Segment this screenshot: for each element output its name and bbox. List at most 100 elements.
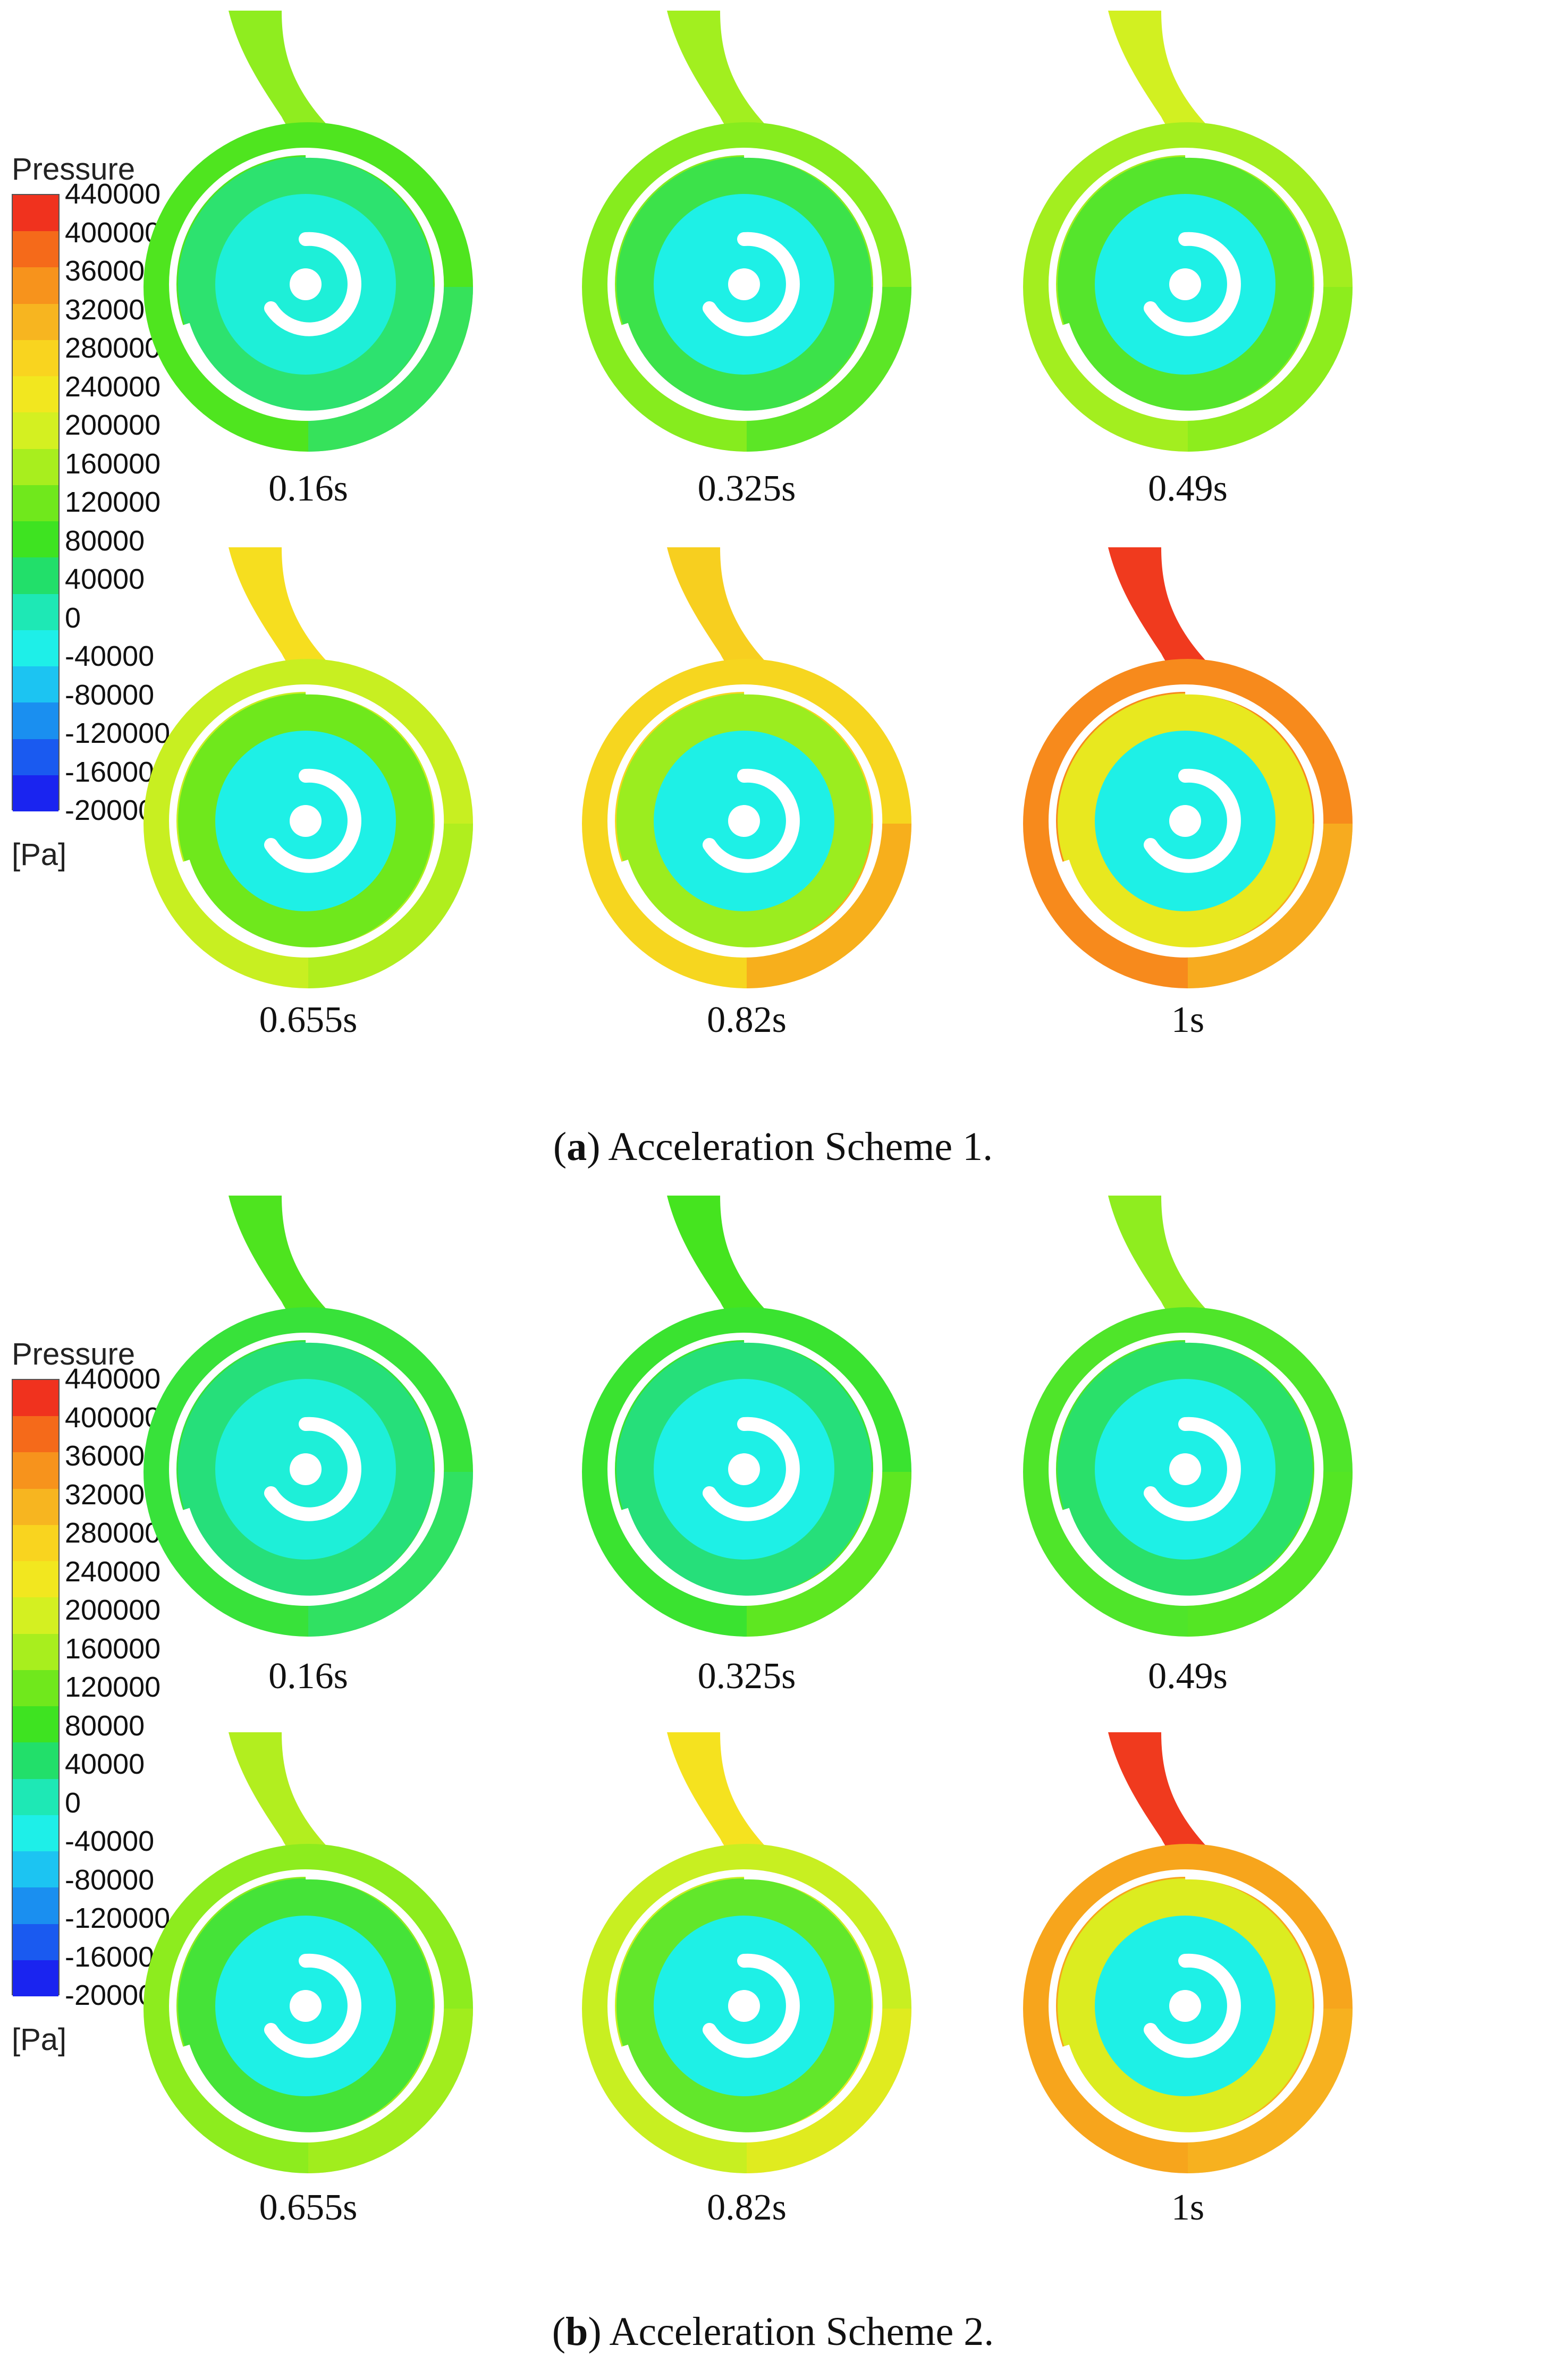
legend-title: Pressure [12,1337,136,1371]
legend-swatch [13,775,58,811]
legend-tick-label: -80000 [65,679,155,711]
legend-swatch [13,1706,58,1743]
pump-contour [143,547,473,988]
legend-tick-label: 440000 [65,178,161,210]
volute-tongue-ring [182,687,444,955]
impeller-hub [728,268,760,300]
legend-unit: [Pa] [12,2022,67,2057]
pressure-contour-panel [1002,1196,1374,1674]
legend-swatch [13,594,58,630]
pressure-contour-panel [122,1732,494,2210]
legend-swatch [13,195,58,232]
legend-swatch [13,1924,58,1960]
impeller-blade [703,1417,800,1521]
legend-swatch [13,1851,58,1888]
legend-swatch [13,1597,58,1634]
volute-tongue-ring [182,1871,444,2140]
volute-tongue-ring [182,150,444,418]
caption-letter: b [565,2309,588,2354]
caption-b: (b) Acceleration Scheme 2. [552,2309,994,2354]
impeller-blade [703,768,800,873]
legend-tick-label: 200000 [65,1594,161,1626]
legend-tick-label: 160000 [65,1632,161,1665]
legend-tick-label: 40000 [65,1748,145,1780]
volute-tongue-ring [621,687,883,955]
legend-tick-label: 160000 [65,447,161,480]
legend-tick-label: -40000 [65,1825,155,1857]
volute-tongue-ring [621,1871,883,2140]
impeller-blade [703,1953,800,2058]
legend-tick-label: 120000 [65,486,161,518]
impeller-blade [264,1953,361,2058]
impeller-hub [1169,1453,1201,1485]
legend-tick-label: 40000 [65,563,145,595]
time-label: 1s [1171,2187,1205,2228]
volute-tongue-ring [1062,150,1324,418]
impeller-hub [728,805,760,837]
pump-contour [582,547,911,988]
legend-tick-label: 0 [65,602,81,634]
pump-contour [143,1196,473,1637]
volute-tongue-ring [621,1335,883,1603]
legend-swatch [13,376,58,413]
impeller-blade [264,768,361,873]
volute-tongue-ring [1062,1871,1324,2140]
legend-tick-label: 80000 [65,524,145,557]
legend-swatch [13,666,58,703]
legend-tick-label: -80000 [65,1864,155,1896]
legend-swatch [13,702,58,739]
legend-tick-label: 240000 [65,1555,161,1588]
pressure-contour-panel [1002,11,1374,489]
legend-swatch [13,1887,58,1924]
legend-colorbar [12,1379,60,1996]
caption-text: Acceleration Scheme 2. [601,2309,994,2354]
legend-colorbar [12,194,60,811]
legend-swatch [13,521,58,558]
impeller-blade [1144,768,1241,873]
pump-contour [1023,1196,1353,1637]
pressure-contour-panel [561,547,933,1026]
legend-swatch [13,739,58,775]
pump-contour [143,11,473,452]
legend-swatch [13,630,58,667]
pressure-contour-panel [561,1732,933,2210]
pump-contour [1023,11,1353,452]
pressure-contour-panel [1002,1732,1374,2210]
legend-tick-label: -40000 [65,640,155,672]
caption-a: (a) Acceleration Scheme 1. [553,1124,993,1169]
legend-swatch [13,231,58,268]
legend-unit: [Pa] [12,837,67,872]
volute-tongue-ring [621,150,883,418]
pressure-contour-panel [1002,547,1374,1026]
pump-contour [1023,547,1353,988]
pump-contour [582,1196,911,1637]
legend-tick-label: 280000 [65,1517,161,1549]
legend-swatch [13,1416,58,1453]
legend-swatch [13,1670,58,1707]
impeller-blade [264,1417,361,1521]
pump-contour [143,1732,473,2173]
legend-tick-label: -120000 [65,1902,171,1934]
impeller-hub [290,805,322,837]
legend-swatch [13,485,58,522]
legend-tick-label: 440000 [65,1363,161,1395]
legend-title: Pressure [12,152,136,187]
legend-swatch [13,340,58,377]
volute-tongue-ring [1062,1335,1324,1603]
time-label: 0.82s [707,1000,787,1040]
pump-contour [582,1732,911,2173]
time-label: 0.16s [268,1656,348,1697]
legend-swatch [13,1633,58,1670]
time-label: 0.49s [1148,468,1228,509]
legend-tick-label: 280000 [65,332,161,364]
legend-tick-label: -120000 [65,717,171,749]
impeller-hub [290,268,322,300]
time-label: 0.82s [707,2187,787,2228]
pressure-contour-panel [561,1196,933,1674]
impeller-hub [728,1453,760,1485]
pump-contour [1023,1732,1353,2173]
legend-swatch [13,267,58,304]
legend-tick-label: 80000 [65,1709,145,1742]
pressure-contour-panel [122,1196,494,1674]
legend-swatch [13,1815,58,1852]
